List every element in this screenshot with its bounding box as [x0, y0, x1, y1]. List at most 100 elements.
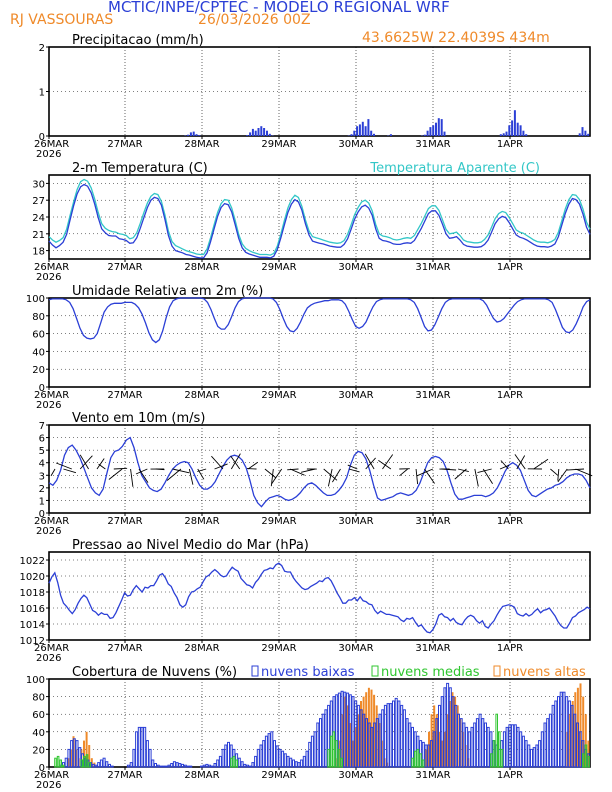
- x-tick-label: 27MAR: [107, 139, 142, 150]
- high-cloud-bar: [346, 705, 349, 767]
- mid-cloud-bar: [587, 755, 590, 768]
- y-tick-label: 3: [39, 471, 45, 482]
- precip-bar: [364, 126, 367, 136]
- humidity-panel: 26MAR 27MAR 28MAR 29MAR 30MAR 31MAR 1APR 2026 0 2…: [26, 284, 591, 411]
- y-tick-label: 0: [39, 509, 45, 520]
- low-cloud-bar: [467, 731, 471, 768]
- y-tick-label: 1014: [20, 620, 45, 631]
- wind-barb: [364, 453, 375, 470]
- low-cloud-bar: [448, 687, 452, 768]
- wind-barb: [378, 460, 392, 470]
- low-cloud-bar: [397, 700, 401, 768]
- mid-cloud-bar: [62, 764, 65, 768]
- precip-panel: 26MAR 27MAR 28MAR 29MAR 30MAR 31MAR 1APR 2026 0 1…: [34, 33, 591, 160]
- high-cloud-bar: [441, 740, 443, 767]
- x-tick-label: 29MAR: [261, 262, 296, 273]
- wind-barb: [347, 464, 358, 470]
- high-cloud-bar: [367, 687, 370, 767]
- low-cloud-bar: [565, 696, 569, 768]
- low-cloud-bar: [208, 764, 212, 768]
- wind-barb: [327, 468, 333, 487]
- report-title: MCTIC/INPE/CPTEC - MODELO REGIONAL WRF: [108, 0, 450, 16]
- low-cloud-bar: [154, 763, 157, 768]
- precip-bar: [437, 118, 440, 136]
- wind-barb: [557, 468, 568, 483]
- mid-cloud-bar: [500, 748, 504, 768]
- wind-barb: [172, 468, 190, 474]
- wind-barb: [211, 455, 224, 470]
- precip-bar: [189, 132, 192, 136]
- low-cloud-bar: [527, 744, 531, 768]
- low-cloud-bar: [521, 735, 525, 768]
- x-year-label: 2026: [36, 272, 61, 283]
- precip-bar: [358, 124, 361, 136]
- precip-bar: [268, 133, 271, 136]
- precip-title: Precipitacao (mm/h): [72, 33, 204, 48]
- low-cloud-bar: [251, 762, 255, 768]
- high-cloud-bar: [576, 687, 579, 767]
- x-tick-label: 30MAR: [338, 390, 373, 401]
- low-cloud-bar: [297, 762, 301, 768]
- low-cloud-bar: [462, 722, 466, 768]
- low-cloud-bar: [181, 763, 184, 768]
- x-tick-label: 29MAR: [261, 390, 296, 401]
- wind-barb: [230, 453, 241, 470]
- low-cloud-bar: [438, 704, 441, 768]
- high-cloud-bar: [584, 714, 587, 767]
- precip-bar: [499, 134, 502, 136]
- low-cloud-bar: [576, 722, 579, 768]
- y-tick-label: 30: [32, 179, 45, 190]
- wind-barb: [247, 461, 258, 470]
- low-cloud-bar: [381, 709, 385, 768]
- y-tick-label: 60: [32, 710, 45, 721]
- wind-barb: [56, 462, 72, 470]
- x-tick-label: 26MAR: [34, 262, 69, 273]
- low-cloud-bar: [78, 747, 82, 768]
- low-cloud-bar: [300, 759, 304, 768]
- high-cloud-bar: [85, 731, 88, 767]
- wind-barb: [138, 468, 149, 483]
- mid-cloud-bar: [235, 759, 238, 768]
- precip-bar: [192, 131, 195, 136]
- low-cloud-bar: [351, 696, 355, 768]
- wind-barb: [188, 468, 194, 485]
- low-cloud-bar: [151, 759, 155, 768]
- y-tick-label: 1: [39, 88, 45, 99]
- legend-swatch: [493, 665, 501, 677]
- y-tick-label: 1018: [20, 588, 45, 599]
- low-cloud-bar: [408, 722, 412, 768]
- low-cloud-bar: [429, 740, 433, 768]
- low-cloud-bar: [367, 722, 371, 768]
- low-cloud-bar: [310, 735, 314, 768]
- temp-title: 2-m Temperatura (C): [72, 161, 208, 176]
- y-tick-label: 4: [39, 459, 45, 470]
- wind-barb: [416, 468, 434, 477]
- low-cloud-bar: [289, 757, 293, 768]
- low-cloud-bar: [319, 718, 322, 768]
- wind-barb: [98, 463, 106, 470]
- low-cloud-bar: [200, 765, 203, 768]
- low-cloud-bar: [465, 726, 469, 768]
- low-cloud-bar: [75, 740, 79, 768]
- low-cloud-bar: [513, 724, 517, 768]
- low-cloud-bar: [205, 763, 209, 768]
- precip-bar: [373, 133, 375, 136]
- precip-bar: [187, 134, 190, 136]
- precip-bar: [426, 130, 429, 136]
- precip-bar: [587, 133, 590, 136]
- precip-bar: [511, 120, 514, 136]
- wind-barb: [533, 458, 549, 470]
- low-cloud-bar: [443, 687, 447, 768]
- station-coordinates: 43.6625W 22.4039S 434m: [362, 30, 550, 46]
- precip-bar: [508, 125, 511, 136]
- mid-cloud-bar: [582, 753, 585, 768]
- low-cloud-bar: [559, 691, 563, 768]
- low-cloud-bar: [270, 731, 274, 768]
- low-cloud-bar: [283, 753, 287, 768]
- high-cloud-bar: [349, 723, 352, 767]
- low-cloud-bar: [457, 713, 460, 768]
- low-cloud-bar: [502, 731, 506, 768]
- x-tick-label: 31MAR: [415, 139, 450, 150]
- low-cloud-bar: [110, 765, 114, 768]
